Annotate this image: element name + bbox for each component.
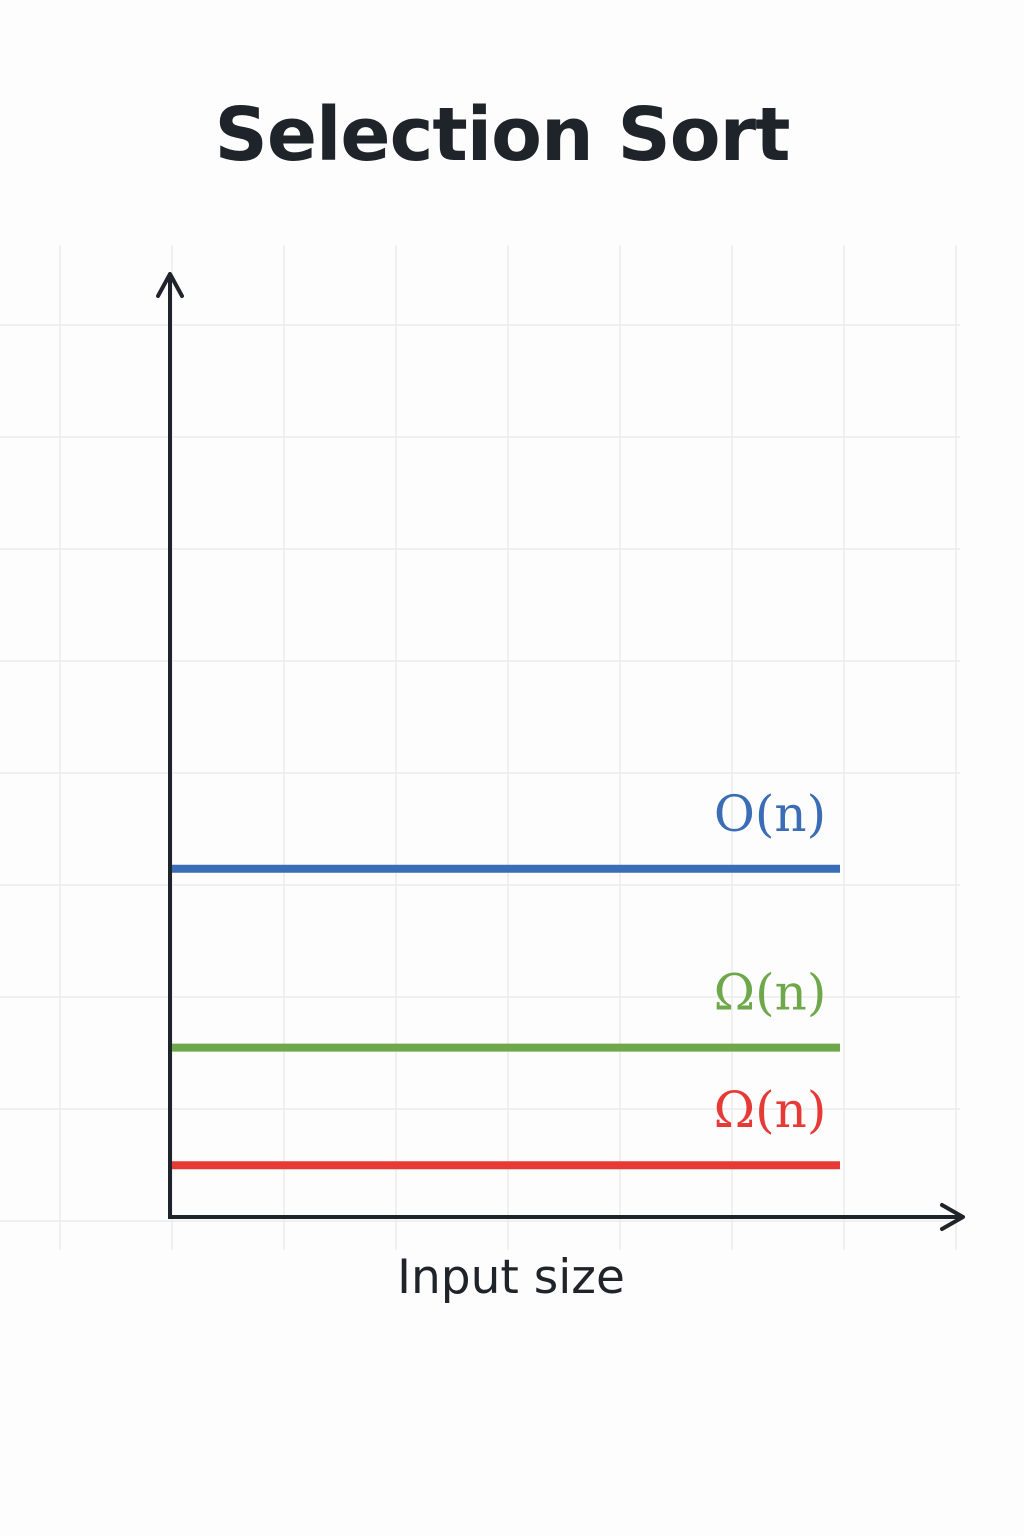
y-axis-arrowhead (156, 272, 184, 298)
series-label-1: O(n) (714, 785, 826, 843)
x-axis-arrowhead (940, 1203, 965, 1231)
chart-title: Selection Sort (214, 92, 791, 178)
series-label-2: Ω(n) (714, 964, 827, 1022)
series-label-3: Ω(n) (714, 1081, 827, 1139)
grid (0, 245, 960, 1250)
axes (156, 272, 965, 1231)
x-axis-label: Input size (397, 1250, 625, 1305)
series-layer: O(n) Ω(n) Ω(n) (172, 785, 840, 1170)
